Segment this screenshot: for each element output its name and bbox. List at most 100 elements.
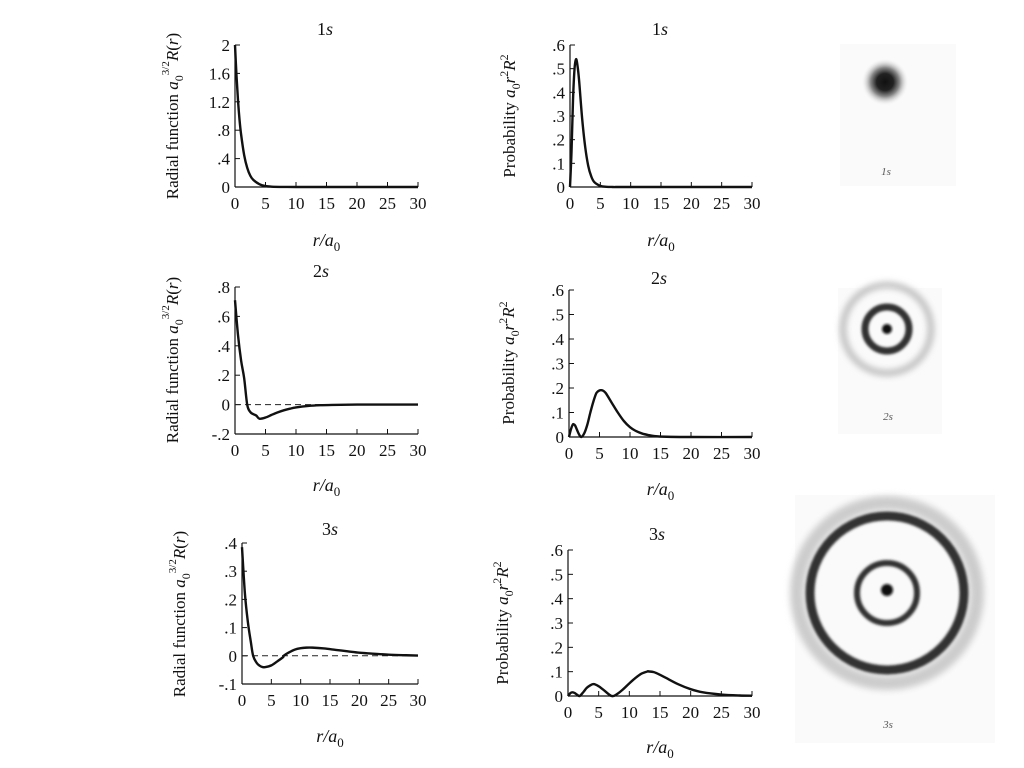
x-axis-label: r/a0 xyxy=(647,230,675,254)
label-part: Radial function xyxy=(163,90,182,200)
x-tick-label: 30 xyxy=(410,691,427,710)
y-tick-label: .6 xyxy=(550,541,563,560)
y-tick-label: 2 xyxy=(222,36,231,55)
y-tick-label: .4 xyxy=(217,337,230,356)
orbital-3s-core xyxy=(881,584,893,596)
chart-probability-1s: 0 5 10 15 20 25 300.1.2.3.4.5.61sr/a0Probabili… xyxy=(497,19,761,254)
label-part: 0 xyxy=(502,590,516,596)
label-part: 3/2 xyxy=(167,559,179,573)
y-tick-label: .2 xyxy=(217,366,230,385)
label-part: r xyxy=(499,323,518,330)
x-tick-label: 25 xyxy=(713,194,730,213)
y-tick-label: .6 xyxy=(217,307,230,326)
label-part: 3/2 xyxy=(160,305,172,319)
x-tick-label: 20 xyxy=(349,441,366,460)
y-tick-label: 1.6 xyxy=(209,64,230,83)
label-part: 2 xyxy=(496,301,510,307)
y-axis-label: Radial function a03/2R(r) xyxy=(160,277,186,443)
label-part: a xyxy=(163,325,182,334)
y-tick-label: 0 xyxy=(556,428,565,447)
y-tick-label: .1 xyxy=(550,663,563,682)
x-tick-label: 0 xyxy=(238,691,247,710)
label-part: 3 xyxy=(649,524,658,544)
chart-probability-3s: 0 5 10 15 20 25 300.1.2.3.4.5.63sr/a0Probabili… xyxy=(490,524,761,761)
label-part: ( xyxy=(170,543,189,549)
label-part: 2 xyxy=(651,268,660,288)
x-tick-label: 25 xyxy=(379,441,396,460)
label-part: a xyxy=(170,579,189,588)
x-axis-label: r/a0 xyxy=(313,475,341,499)
x-axis-label: r/a0 xyxy=(647,479,675,503)
x-axis-label: r/a0 xyxy=(313,230,341,254)
label-part: ( xyxy=(163,289,182,295)
label-part: 0 xyxy=(334,484,341,499)
orbital-3s-outer-halo xyxy=(790,496,984,690)
x-tick-label: 15 xyxy=(652,703,669,722)
x-tick-label: 20 xyxy=(682,703,699,722)
label-part: R xyxy=(163,294,182,306)
label-part: R xyxy=(500,60,519,72)
y-tick-label: .3 xyxy=(550,614,563,633)
y-tick-label: .2 xyxy=(550,638,563,657)
orbital-1s-image: 1s xyxy=(840,44,956,186)
orbital-3s-inner-ring xyxy=(854,560,920,626)
label-part: s xyxy=(658,524,665,544)
label-part: 0 xyxy=(334,239,341,254)
chart-title: 3s xyxy=(322,519,338,539)
x-tick-label: 30 xyxy=(410,194,427,213)
label-part: a xyxy=(500,89,519,98)
x-tick-label: 20 xyxy=(683,194,700,213)
y-tick-label: .4 xyxy=(550,590,563,609)
label-part: r xyxy=(163,282,182,289)
y-tick-label: -.1 xyxy=(219,675,237,694)
label-part: 2 xyxy=(496,318,510,324)
series-line xyxy=(568,57,753,189)
y-axis-label: Radial function a03/2R(r) xyxy=(167,531,193,697)
label-part: 3 xyxy=(322,519,331,539)
y-tick-label: .8 xyxy=(217,121,230,140)
x-tick-label: 25 xyxy=(379,194,396,213)
series-line xyxy=(567,670,753,698)
y-tick-label: .3 xyxy=(224,562,237,581)
y-tick-label: 0 xyxy=(557,178,566,197)
x-tick-label: 5 xyxy=(595,444,604,463)
label-part: 2 xyxy=(497,71,511,77)
x-tick-label: 0 xyxy=(566,194,575,213)
y-tick-label: .3 xyxy=(551,355,564,374)
series-line xyxy=(233,300,418,420)
y-tick-label: .3 xyxy=(552,107,565,126)
y-tick-label: .5 xyxy=(550,565,563,584)
orbital-3s-outer-ring xyxy=(805,511,969,675)
label-part: 0 xyxy=(172,75,186,81)
x-tick-label: 20 xyxy=(683,444,700,463)
orbital-2s-label: 2s xyxy=(883,411,893,423)
label-part: s xyxy=(660,268,667,288)
y-tick-label: .5 xyxy=(552,60,565,79)
y-tick-label: 0 xyxy=(229,647,238,666)
label-part: 0 xyxy=(668,488,675,503)
chart-probability-2s: 0 5 10 15 20 25 300.1.2.3.4.5.62sr/a0Probabili… xyxy=(496,268,761,503)
label-part: Probability xyxy=(493,605,512,685)
orbital-3s-image: 3s xyxy=(790,495,995,743)
label-part: 0 xyxy=(337,735,344,750)
x-tick-label: 30 xyxy=(744,194,761,213)
y-tick-label: .8 xyxy=(217,278,230,297)
x-tick-label: 10 xyxy=(288,194,305,213)
y-tick-label: .2 xyxy=(552,131,565,150)
series-line xyxy=(567,388,753,439)
x-tick-label: 5 xyxy=(261,441,270,460)
x-tick-label: 15 xyxy=(318,194,335,213)
orbital-2s-ring xyxy=(861,303,913,355)
label-part: 2 xyxy=(490,578,504,584)
label-part: 0 xyxy=(668,239,675,254)
label-part: 2 xyxy=(490,561,504,567)
label-part: Probability xyxy=(500,98,519,178)
label-part: a xyxy=(163,81,182,90)
orbital-3s-label: 3s xyxy=(882,719,893,731)
label-part: r/a xyxy=(646,737,667,757)
y-tick-label: .4 xyxy=(552,83,565,102)
orbital-2s-halo xyxy=(840,282,934,376)
